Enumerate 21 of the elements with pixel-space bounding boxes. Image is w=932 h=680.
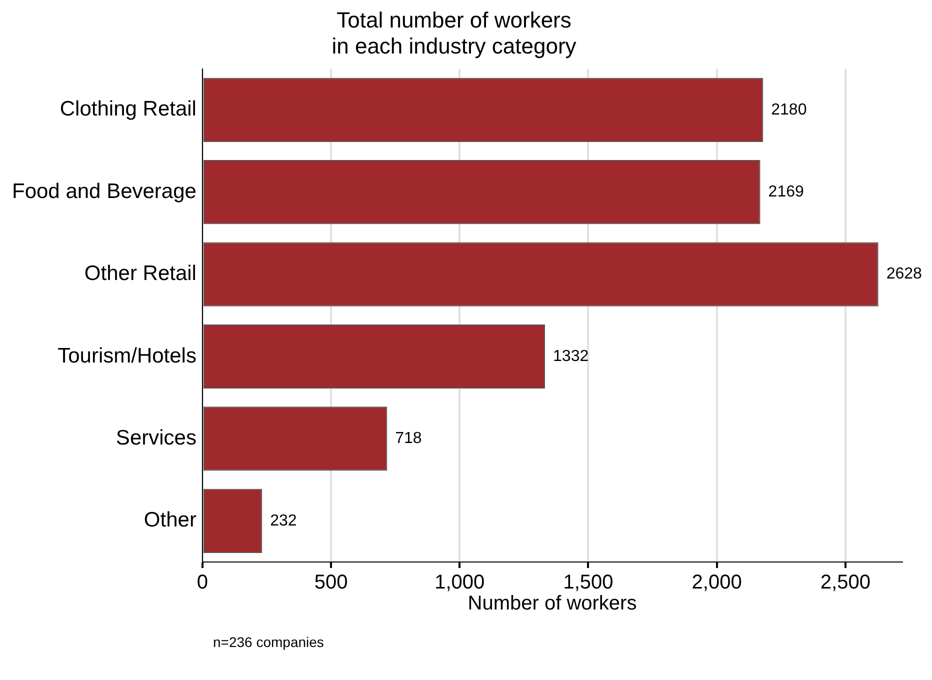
x-tick-label: 2,000: [692, 572, 742, 594]
x-tick-label: 1,000: [434, 572, 485, 594]
y-tick-label: Other Retail: [84, 262, 196, 286]
text: n=236 companies: [213, 634, 324, 650]
data-label: 2169: [768, 184, 804, 201]
data-label: 2180: [771, 101, 807, 118]
data-label: 2628: [886, 266, 922, 283]
y-tick-label: Food and Beverage: [12, 180, 196, 203]
data-label: 1332: [553, 348, 589, 365]
y-tick-label: Tourism/Hotels: [58, 344, 196, 368]
y-tick-label: Other: [144, 508, 196, 532]
y-tick-label: Clothing Retail: [60, 98, 196, 121]
x-tick-label: 2,500: [820, 572, 870, 594]
data-label: 718: [395, 430, 422, 448]
y-tick-label: Services: [116, 426, 196, 450]
data-label: 232: [270, 512, 297, 530]
x-tick-label: 1,500: [563, 572, 614, 594]
x-tick-label: 0: [196, 572, 208, 594]
chart-title: Total number of workers in each industry category: [332, 7, 576, 59]
x-tick-label: 500: [314, 572, 348, 594]
x-axis-title: Number of workers: [468, 592, 637, 615]
